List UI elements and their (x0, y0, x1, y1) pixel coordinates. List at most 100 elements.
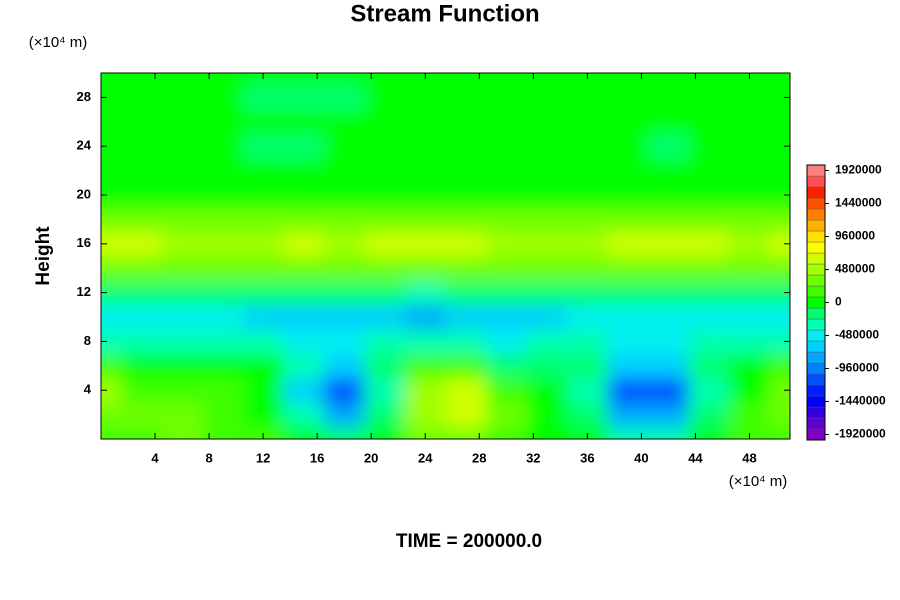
y-axis-label: Height (33, 226, 54, 286)
cell (283, 280, 325, 306)
cell (769, 85, 790, 111)
cell (404, 182, 446, 208)
cell (364, 353, 406, 379)
cell (101, 109, 122, 135)
cell (101, 402, 122, 428)
cell (101, 182, 122, 208)
cell (729, 158, 771, 184)
cell (526, 134, 568, 159)
footer: TIME = 200000.0 (396, 531, 542, 552)
cell (283, 207, 325, 233)
cell (101, 207, 122, 233)
cell (121, 231, 163, 257)
cell (242, 207, 284, 233)
cell (648, 329, 690, 355)
cell (101, 378, 122, 403)
colorbar-segment (806, 406, 826, 419)
cell (769, 207, 790, 233)
cell (101, 73, 122, 86)
cell (161, 402, 203, 428)
cell (445, 109, 487, 135)
cell (161, 378, 203, 403)
cell (202, 109, 244, 135)
cell (769, 402, 790, 428)
cell (769, 426, 790, 439)
cell (323, 85, 365, 111)
cell (445, 426, 487, 439)
cell (364, 256, 406, 281)
cell (769, 304, 790, 330)
cell (567, 182, 609, 208)
cell (404, 85, 446, 111)
cell (364, 426, 406, 439)
cell (202, 256, 244, 281)
cell (567, 353, 609, 379)
cell (445, 378, 487, 403)
cell (648, 402, 690, 428)
cell (364, 231, 406, 257)
cell (121, 353, 163, 379)
cell (648, 85, 690, 111)
cell (688, 353, 730, 379)
cell (121, 280, 163, 306)
cell (364, 280, 406, 306)
cell (648, 158, 690, 184)
cell (526, 256, 568, 281)
cell (202, 402, 244, 428)
cell (648, 378, 690, 403)
cell (283, 353, 325, 379)
cell (567, 426, 609, 439)
cell (648, 280, 690, 306)
cell (242, 134, 284, 159)
cell (607, 207, 649, 233)
cell (486, 256, 528, 281)
cell (729, 329, 771, 355)
x-unit: (×10⁴ m) (729, 473, 788, 490)
cell (486, 73, 528, 86)
cell (607, 158, 649, 184)
cell (364, 158, 406, 184)
cell (121, 134, 163, 159)
cell (283, 85, 325, 111)
y-tick-label: 28 (77, 89, 91, 104)
cell (404, 207, 446, 233)
cell (607, 256, 649, 281)
cell (323, 256, 365, 281)
colorbar-segment (806, 197, 826, 210)
cell (445, 134, 487, 159)
colorbar-tick-label: -1920000 (835, 427, 886, 441)
cell (688, 134, 730, 159)
cell (688, 304, 730, 330)
cell (688, 256, 730, 281)
cell (323, 182, 365, 208)
cell (242, 426, 284, 439)
x-tick-label: 16 (310, 450, 324, 465)
cell (486, 378, 528, 403)
cell (101, 426, 122, 439)
colorbar-segment (806, 318, 826, 331)
colorbar-segment (806, 241, 826, 254)
colorbar-segment (806, 362, 826, 375)
cell (121, 73, 163, 86)
cell (526, 353, 568, 379)
cell (283, 378, 325, 403)
cell (445, 329, 487, 355)
colorbar-segment (806, 230, 826, 243)
colorbar-tick-label: 0 (835, 295, 842, 309)
cell (688, 85, 730, 111)
cell (648, 134, 690, 159)
cell (486, 304, 528, 330)
cell (161, 329, 203, 355)
cell (688, 207, 730, 233)
cell (202, 231, 244, 257)
cell (323, 402, 365, 428)
cell (242, 280, 284, 306)
cell (607, 426, 649, 439)
cell (242, 256, 284, 281)
cell (101, 134, 122, 159)
cell (364, 109, 406, 135)
x-tick-label: 48 (742, 450, 756, 465)
cell (445, 304, 487, 330)
cell (648, 182, 690, 208)
cell (729, 207, 771, 233)
